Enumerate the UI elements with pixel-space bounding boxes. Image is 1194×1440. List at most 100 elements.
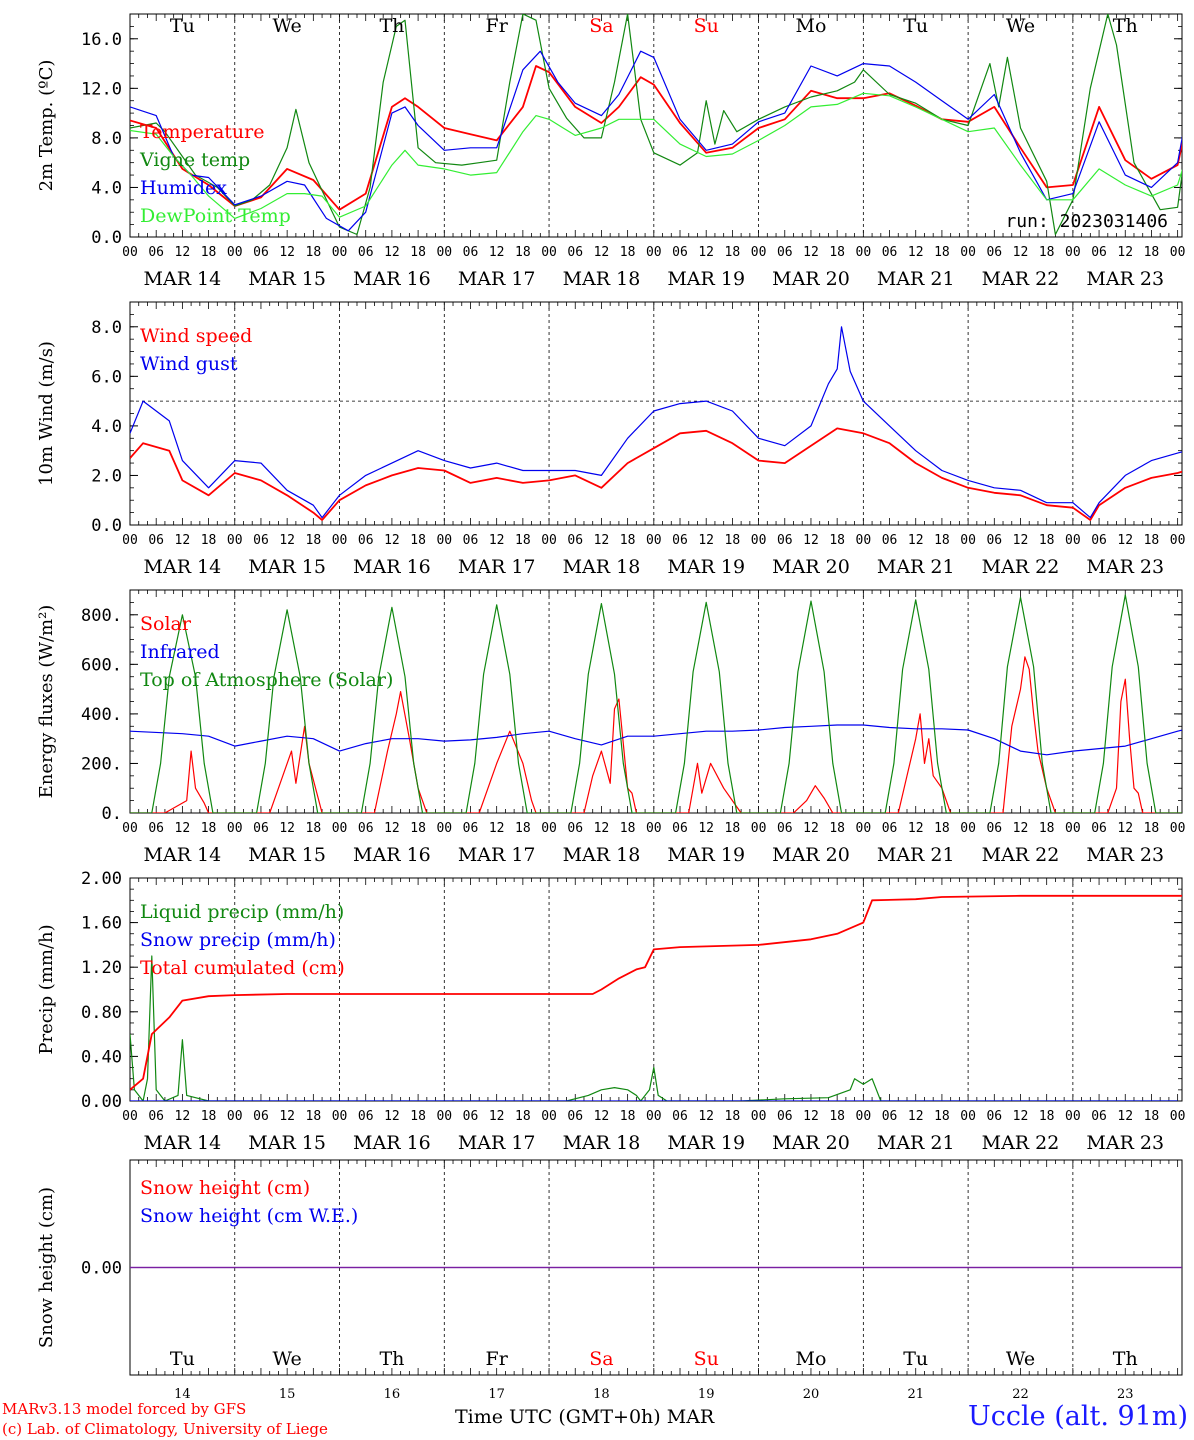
hour-tick-label: 18	[410, 1109, 426, 1124]
hour-tick-label: 06	[986, 245, 1002, 260]
hour-tick-label: 18	[306, 821, 322, 836]
plot-frame	[129, 589, 1183, 814]
date-label: MAR 15	[248, 268, 326, 290]
hour-tick-label: 18	[829, 1109, 845, 1124]
hour-tick-label: 06	[1091, 1109, 1107, 1124]
y-tick-label: 800.	[81, 606, 122, 626]
y-axis-label: Snow height (cm)	[36, 1187, 57, 1348]
date-label: MAR 17	[458, 844, 536, 866]
hour-tick-label: 18	[934, 245, 950, 260]
hour-tick-label: 18	[1039, 245, 1055, 260]
run-label: run: 2023031406	[1005, 211, 1168, 232]
hour-tick-label: 12	[384, 1109, 400, 1124]
hour-tick-label: 06	[358, 533, 374, 548]
date-label: MAR 21	[877, 556, 955, 578]
hour-tick-label: 18	[306, 533, 322, 548]
legend-entry: Liquid precip (mm/h)	[140, 901, 344, 923]
weekday-label: Th	[1113, 15, 1138, 37]
date-label: MAR 18	[563, 268, 641, 290]
weekday-label: Sa	[589, 15, 613, 37]
hour-tick-label: 12	[594, 1109, 610, 1124]
day-number-label: 18	[593, 1387, 610, 1402]
y-axis-label: Precip (mm/h)	[36, 924, 57, 1054]
date-label: MAR 21	[877, 1132, 955, 1154]
hour-tick-label: 12	[175, 533, 191, 548]
hour-tick-label: 00	[1065, 821, 1081, 836]
hour-tick-label: 12	[384, 821, 400, 836]
x-axis-title: Time UTC (GMT+0h) MAR	[455, 1406, 714, 1428]
hour-tick-label: 12	[1117, 245, 1133, 260]
hour-tick-label: 18	[410, 245, 426, 260]
date-label: MAR 15	[248, 556, 326, 578]
hour-tick-label: 18	[725, 245, 741, 260]
hour-tick-label: 12	[803, 821, 819, 836]
date-label: MAR 22	[982, 268, 1060, 290]
date-label: MAR 21	[877, 268, 955, 290]
hour-tick-label: 12	[803, 245, 819, 260]
date-label: MAR 21	[877, 844, 955, 866]
series-line-wind-gust	[130, 326, 1182, 519]
hour-tick-label: 18	[306, 245, 322, 260]
hour-tick-label: 00	[751, 1109, 767, 1124]
hour-tick-label: 18	[1144, 245, 1160, 260]
hour-tick-label: 12	[908, 533, 924, 548]
date-label: MAR 14	[144, 1132, 222, 1154]
date-label: MAR 23	[1086, 556, 1164, 578]
y-tick-label: 0.80	[81, 1003, 122, 1023]
hour-tick-label: 18	[620, 245, 636, 260]
weekday-label: Th	[379, 15, 404, 37]
hour-tick-label: 00	[646, 821, 662, 836]
hour-tick-label: 12	[594, 821, 610, 836]
legend-entry: Humidex	[140, 177, 227, 199]
y-axis-label: 2m Temp. (ºC)	[36, 60, 57, 192]
date-label: MAR 14	[144, 268, 222, 290]
weekday-label: Tu	[903, 1348, 928, 1370]
hour-tick-label: 00	[541, 1109, 557, 1124]
hour-tick-label: 12	[1117, 821, 1133, 836]
hour-tick-label: 12	[803, 1109, 819, 1124]
hour-tick-label: 06	[358, 821, 374, 836]
hour-tick-label: 06	[1091, 245, 1107, 260]
hour-tick-label: 18	[934, 821, 950, 836]
y-tick-label: 200.	[81, 754, 122, 774]
y-tick-label: 8.0	[91, 318, 122, 338]
hour-tick-label: 18	[1039, 1109, 1055, 1124]
hour-tick-label: 00	[332, 1109, 348, 1124]
date-label: MAR 23	[1086, 844, 1164, 866]
hour-tick-label: 00	[960, 821, 976, 836]
date-label: MAR 22	[982, 844, 1060, 866]
hour-tick-label: 00	[751, 245, 767, 260]
hour-tick-label: 00	[646, 533, 662, 548]
hour-tick-label: 00	[646, 245, 662, 260]
y-axis-label: Energy fluxes (W/m²)	[36, 605, 57, 799]
legend-entry: Snow height (cm W.E.)	[140, 1205, 358, 1227]
hour-tick-label: 18	[1144, 821, 1160, 836]
day-number-label: 15	[279, 1387, 296, 1402]
hour-tick-label: 00	[122, 245, 138, 260]
hour-tick-label: 00	[1065, 1109, 1081, 1124]
weekday-label: Tu	[903, 15, 928, 37]
hour-tick-label: 00	[1170, 245, 1186, 260]
hour-tick-label: 00	[122, 821, 138, 836]
date-label: MAR 20	[772, 268, 850, 290]
weekday-label: Su	[694, 1348, 719, 1370]
hour-tick-label: 12	[698, 821, 714, 836]
model-credit: MARv3.13 model forced by GFS	[2, 1400, 247, 1418]
hour-tick-label: 06	[253, 533, 269, 548]
date-label: MAR 18	[563, 1132, 641, 1154]
hour-tick-label: 18	[201, 245, 217, 260]
series-line-humidex	[130, 50, 1182, 232]
hour-tick-label: 18	[829, 533, 845, 548]
hour-tick-label: 12	[384, 533, 400, 548]
day-number-label: 21	[907, 1387, 924, 1402]
hour-tick-label: 06	[463, 1109, 479, 1124]
date-label: MAR 19	[667, 556, 745, 578]
hour-tick-label: 00	[332, 533, 348, 548]
hour-tick-label: 12	[384, 245, 400, 260]
legend-entry: Infrared	[140, 641, 220, 663]
date-label: MAR 16	[353, 556, 431, 578]
date-label: MAR 20	[772, 1132, 850, 1154]
hour-tick-label: 18	[201, 1109, 217, 1124]
date-label: MAR 18	[563, 556, 641, 578]
weekday-label: Fr	[486, 15, 509, 37]
